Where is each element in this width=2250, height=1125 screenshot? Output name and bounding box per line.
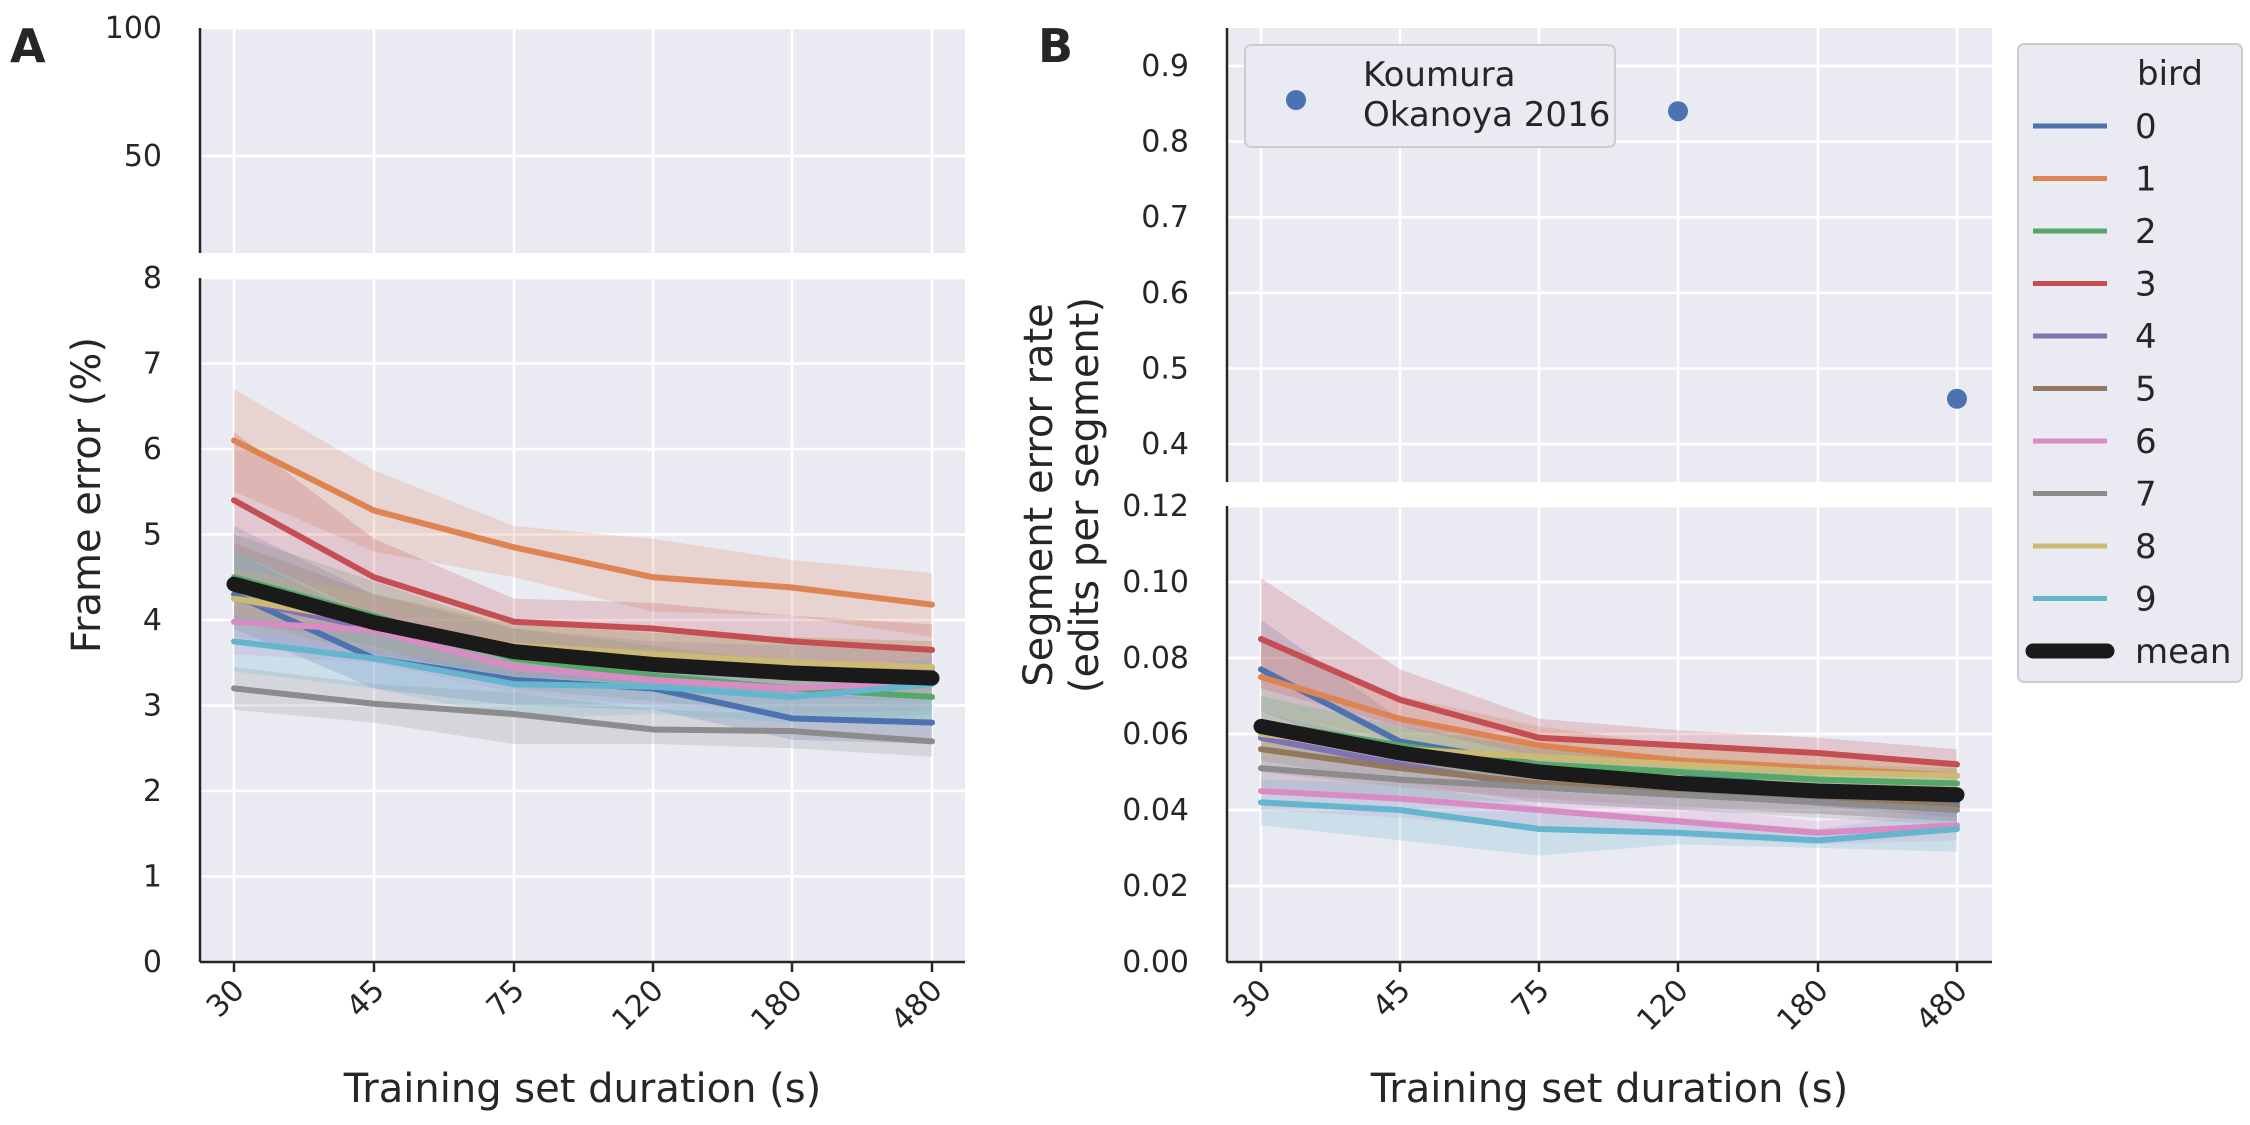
x-tick-label: 480 xyxy=(1909,973,1974,1038)
series-7-line xyxy=(231,685,935,745)
series-9-line xyxy=(231,638,935,700)
y-tick-label: 1 xyxy=(143,860,162,895)
legend-label-9: 9 xyxy=(2135,580,2157,620)
legend-box xyxy=(2017,43,2243,683)
series-7-line xyxy=(1258,765,1960,813)
reference-legend-label: Koumura xyxy=(1363,55,1515,95)
legend-label-3: 3 xyxy=(2135,265,2157,305)
x-tick-label: 120 xyxy=(605,973,670,1038)
x-tick-label: 75 xyxy=(480,973,532,1025)
series-1-line xyxy=(231,437,935,608)
series-3-ci-band xyxy=(234,431,932,676)
x-tick-label: 45 xyxy=(340,973,392,1025)
x-tick-label: 180 xyxy=(744,973,809,1038)
series-mean-line xyxy=(1253,718,1965,803)
legend-label-5: 5 xyxy=(2135,370,2157,410)
y-tick-label: 0.5 xyxy=(1141,352,1189,387)
y-tick-label: 2 xyxy=(143,774,162,809)
legend-label-4: 4 xyxy=(2135,317,2157,357)
series-9-line xyxy=(1258,799,1960,844)
y-tick-label: 0.7 xyxy=(1141,200,1189,235)
series-1-line xyxy=(1258,674,1960,779)
series-3-line xyxy=(1258,636,1960,768)
y-tick-label: 0.6 xyxy=(1141,276,1189,311)
x-tick-label: 75 xyxy=(1505,973,1557,1025)
x-axis-label: Training set duration (s) xyxy=(1370,1066,1848,1112)
y-tick-label: 0.9 xyxy=(1141,49,1189,84)
x-axis-label: Training set duration (s) xyxy=(343,1066,821,1112)
legend-label-mean: mean xyxy=(2135,632,2231,672)
series-4-ci-band xyxy=(234,525,932,702)
x-tick-label: 480 xyxy=(884,973,949,1038)
series-6-line xyxy=(1258,788,1960,836)
y-tick-label: 0.04 xyxy=(1122,793,1189,828)
y-tick-label: 4 xyxy=(143,603,162,638)
y-tick-label: 0.12 xyxy=(1122,489,1189,524)
series-3-line xyxy=(231,497,935,653)
series-6-ci-band xyxy=(1261,772,1957,845)
x-tick-label: 180 xyxy=(1770,973,1835,1038)
series-mean-line xyxy=(226,576,940,686)
series-6-line xyxy=(231,618,935,692)
reference-point xyxy=(1947,388,1967,409)
y-tick-label: 7 xyxy=(143,347,162,382)
reference-legend-box xyxy=(1244,44,1616,148)
x-tick-label: 45 xyxy=(1366,973,1418,1025)
y-tick-label: 5 xyxy=(143,518,162,553)
series-5-line xyxy=(1258,746,1960,810)
y-tick-label: 0.02 xyxy=(1122,869,1189,904)
y-tick-label: 6 xyxy=(143,432,162,467)
y-tick-label: 0.00 xyxy=(1122,945,1189,980)
reference-legend-label: Okanoya 2016 xyxy=(1363,95,1610,135)
legend-title: bird xyxy=(2137,54,2203,94)
reference-point xyxy=(1668,101,1688,122)
legend-label-6: 6 xyxy=(2135,422,2157,462)
y-tick-label: 3 xyxy=(143,689,162,724)
reference-legend-marker xyxy=(1286,90,1306,110)
y-tick-label: 100 xyxy=(105,11,162,46)
y-tick-label: 0.10 xyxy=(1122,565,1189,600)
y-tick-label: 50 xyxy=(124,139,162,174)
y-tick-label: 0 xyxy=(143,945,162,980)
upper-plot-background xyxy=(200,28,965,253)
panel-label: B xyxy=(1038,19,1073,73)
y-tick-label: 0.06 xyxy=(1122,717,1189,752)
panel-label: A xyxy=(10,19,46,73)
x-tick-label: 120 xyxy=(1630,973,1695,1038)
y-axis-label-line: (edits per segment) xyxy=(1062,297,1108,693)
legend-label-2: 2 xyxy=(2135,212,2157,252)
y-tick-label: 8 xyxy=(143,261,162,296)
y-tick-label: 0.8 xyxy=(1141,125,1189,160)
legend-label-8: 8 xyxy=(2135,527,2157,567)
series-7-ci-band xyxy=(234,667,932,757)
y-axis-label-line: Frame error (%) xyxy=(64,337,110,653)
series-1-ci-band xyxy=(234,389,932,638)
x-tick-label: 30 xyxy=(1227,973,1279,1025)
x-tick-label: 30 xyxy=(200,973,252,1025)
y-axis-label-line: Segment error rate xyxy=(1016,303,1062,687)
y-tick-label: 0.08 xyxy=(1122,641,1189,676)
y-axis-label: Segment error rate(edits per segment) xyxy=(1016,297,1108,693)
legend-label-0: 0 xyxy=(2135,107,2157,147)
legend-label-7: 7 xyxy=(2135,475,2157,515)
series-3-ci-band xyxy=(1261,578,1957,780)
legend-label-1: 1 xyxy=(2135,160,2157,200)
y-axis-label: Frame error (%) xyxy=(64,337,110,653)
y-tick-label: 0.4 xyxy=(1141,427,1189,462)
